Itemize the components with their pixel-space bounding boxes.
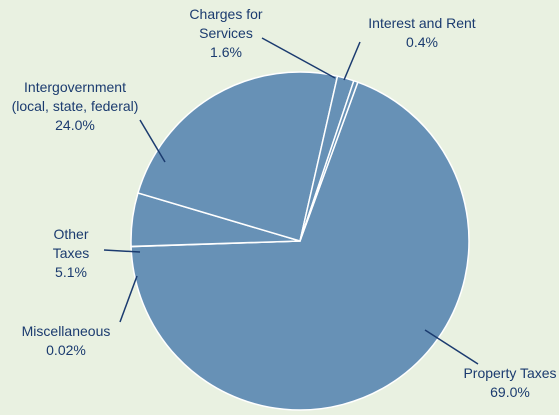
slice-label: Intergovernment (local, state, federal) 2…	[10, 78, 140, 135]
value-label: 1.6%	[210, 44, 242, 60]
value-label: 0.02%	[46, 342, 86, 358]
slice-label: Property Taxes 69.0%	[448, 364, 559, 402]
pie-slice	[299, 79, 359, 242]
category-label: Charges for Services	[189, 6, 263, 41]
slice-label: Interest and Rent 0.4%	[360, 14, 484, 52]
slice-label: Miscellaneous 0.02%	[4, 322, 128, 360]
category-label: Interest and Rent	[368, 15, 476, 31]
leader-line	[103, 249, 141, 253]
pie-slice	[137, 71, 339, 242]
leader-line	[139, 119, 166, 163]
value-label: 5.1%	[55, 264, 87, 280]
leader-line	[424, 329, 479, 365]
leader-line	[119, 275, 138, 323]
pie-slice	[130, 81, 470, 411]
category-label: Miscellaneous	[21, 323, 111, 339]
slice-label: Charges for Services 1.6%	[178, 5, 274, 62]
category-label: Property Taxes	[463, 365, 557, 381]
value-label: 0.4%	[406, 34, 438, 50]
category-label: Intergovernment (local, state, federal)	[11, 79, 139, 114]
slice-label: Other Taxes 5.1%	[44, 225, 98, 282]
leader-line	[343, 41, 361, 81]
value-label: 69.0%	[490, 384, 530, 400]
value-label: 24.0%	[55, 117, 95, 133]
leader-line	[261, 37, 336, 79]
category-label: Other Taxes	[52, 226, 90, 261]
